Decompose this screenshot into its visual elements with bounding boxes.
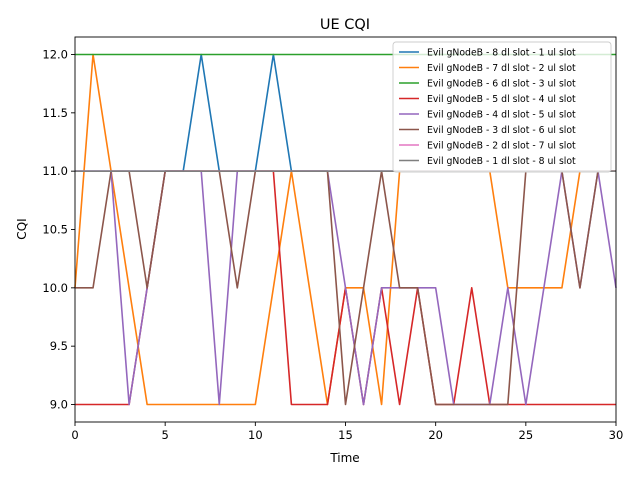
y-tick-label: 10.0 (42, 281, 68, 295)
legend-label: Evil gNodeB - 8 dl slot - 1 ul slot (427, 48, 576, 59)
legend-label: Evil gNodeB - 7 dl slot - 2 ul slot (427, 63, 576, 74)
legend-label: Evil gNodeB - 1 dl slot - 8 ul slot (427, 156, 576, 167)
x-tick-label: 25 (519, 428, 534, 442)
y-tick-label: 11.0 (42, 164, 68, 178)
legend-label: Evil gNodeB - 6 dl slot - 3 ul slot (427, 79, 576, 90)
legend-label: Evil gNodeB - 2 dl slot - 7 ul slot (427, 141, 576, 152)
x-tick-label: 5 (162, 428, 169, 442)
legend-label: Evil gNodeB - 4 dl slot - 5 ul slot (427, 110, 576, 121)
legend: Evil gNodeB - 8 dl slot - 1 ul slot Evil … (392, 41, 612, 173)
x-tick-label: 15 (338, 428, 353, 442)
y-tick-label: 11.5 (42, 106, 68, 120)
y-tick-label: 9.0 (50, 398, 68, 412)
y-tick-label: 10.5 (42, 223, 68, 237)
x-tick-label: 10 (248, 428, 263, 442)
x-tick-label: 20 (428, 428, 443, 442)
x-axis-label: Time (329, 451, 359, 465)
y-axis: 9.0 9.5 10.0 10.5 11.0 11.5 12.0 (42, 48, 75, 412)
legend-box (392, 41, 612, 173)
legend-label: Evil gNodeB - 3 dl slot - 6 ul slot (427, 125, 576, 136)
legend-label: Evil gNodeB - 5 dl slot - 4 ul slot (427, 94, 576, 105)
y-tick-label: 9.5 (50, 339, 68, 353)
chart-title: UE CQI (320, 17, 370, 33)
y-axis-label: CQI (15, 218, 29, 239)
x-tick-label: 30 (609, 428, 624, 442)
x-tick-label: 0 (71, 428, 78, 442)
y-tick-label: 12.0 (42, 48, 68, 62)
x-axis: 0 5 10 15 20 25 30 (71, 422, 623, 442)
